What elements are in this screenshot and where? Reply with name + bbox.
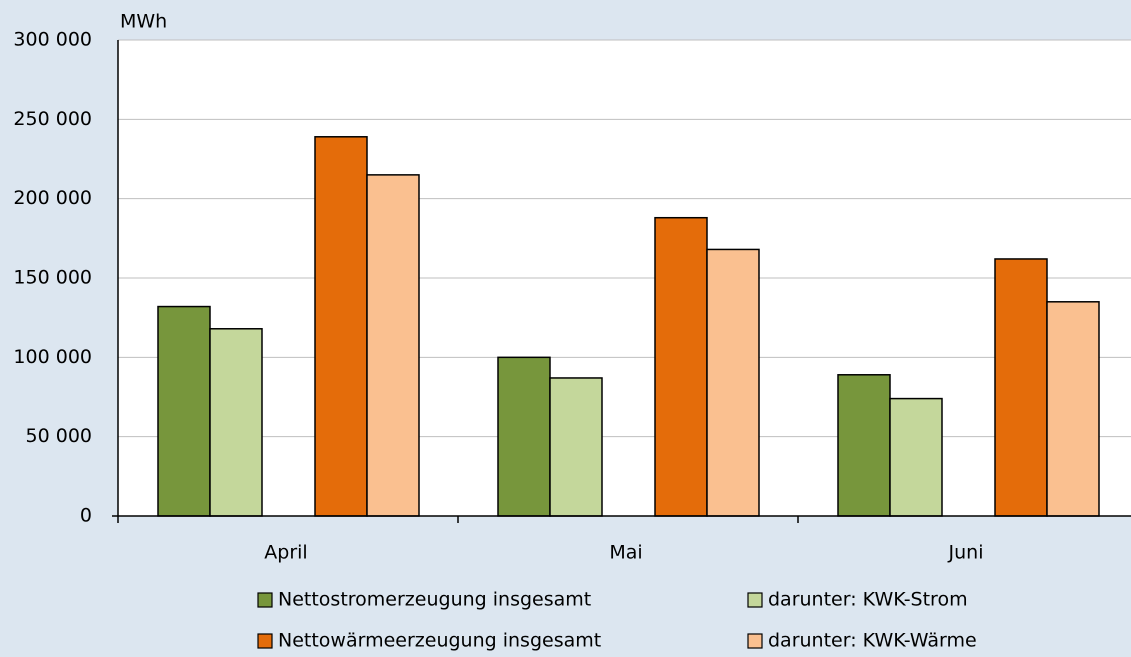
legend-label: darunter: KWK-Wärme: [768, 630, 977, 652]
bar: [314, 136, 368, 517]
x-tick-label: Mai: [609, 542, 642, 564]
y-tick-label: 300 000: [13, 29, 92, 51]
bar: [497, 356, 551, 517]
y-tick-label: 100 000: [13, 346, 92, 368]
y-tick-label: 150 000: [13, 267, 92, 289]
bar: [994, 258, 1048, 517]
bar: [706, 248, 760, 517]
bar: [157, 305, 211, 517]
bar: [549, 377, 603, 517]
legend-swatch: [747, 633, 763, 649]
bar: [366, 174, 420, 517]
y-tick-label: 0: [80, 505, 92, 527]
legend-label: Nettowärmeerzeugung insgesamt: [278, 630, 601, 652]
bar: [654, 216, 708, 517]
y-tick-label: 250 000: [13, 108, 92, 130]
x-tick-label: Juni: [948, 542, 984, 564]
x-tick-label: April: [264, 542, 307, 564]
legend-label: Nettostromerzeugung insgesamt: [278, 589, 591, 611]
bar: [209, 328, 263, 517]
bar: [1046, 301, 1100, 517]
y-tick-label: 50 000: [26, 425, 92, 447]
bar: [889, 397, 943, 517]
y-axis-unit: MWh: [120, 11, 167, 33]
legend-swatch: [747, 592, 763, 608]
legend-swatch: [257, 633, 273, 649]
legend-label: darunter: KWK-Strom: [768, 589, 968, 611]
legend-swatch: [257, 592, 273, 608]
y-tick-label: 200 000: [13, 187, 92, 209]
bar: [837, 374, 891, 517]
